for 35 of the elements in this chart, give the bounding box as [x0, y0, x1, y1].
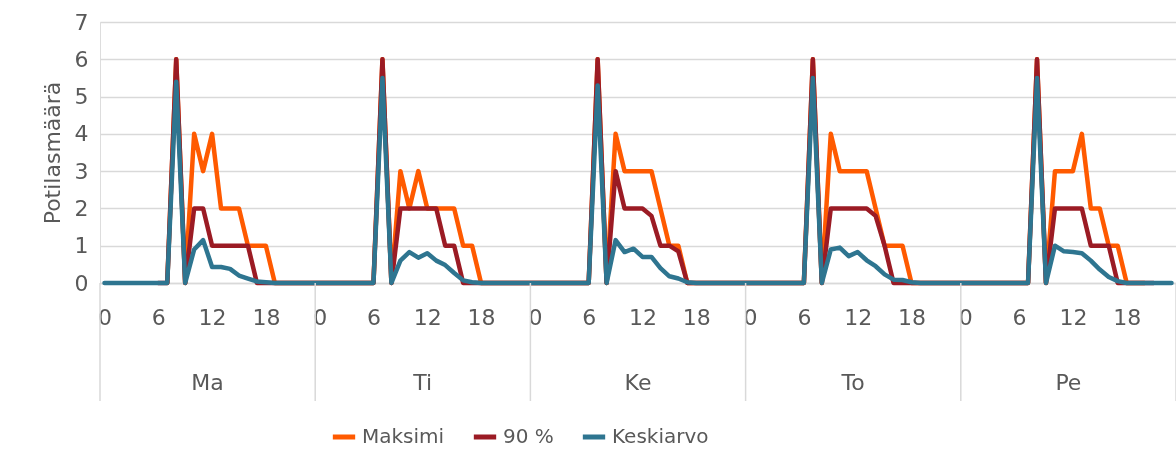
y-axis-title: Potilasmäärä	[39, 81, 65, 225]
x-tick-label: 0	[97, 304, 112, 330]
y-tick-label: 0	[74, 270, 89, 296]
x-tick-label: 0	[313, 304, 328, 330]
x-tick-label: 18	[467, 304, 496, 330]
x-tick-label: 6	[1012, 304, 1027, 330]
y-tick-label: 5	[74, 84, 89, 110]
x-tick-label: 12	[1059, 304, 1088, 330]
legend-label: Maksimi	[362, 424, 445, 448]
x-tick-label: 6	[582, 304, 597, 330]
y-tick-label: 4	[74, 121, 89, 147]
legend-label: Keskiarvo	[612, 424, 709, 448]
text: To	[840, 370, 865, 395]
x-tick-label: 6	[151, 304, 166, 330]
y-tick-label: 6	[74, 46, 89, 72]
text: Ti	[412, 370, 433, 395]
y-tick-label: 2	[74, 195, 89, 221]
x-tick-label: 12	[844, 304, 873, 330]
x-tick-label: 12	[628, 304, 657, 330]
y-tick-label: 1	[74, 233, 89, 259]
text: Pe	[1055, 370, 1082, 395]
x-tick-label: 18	[897, 304, 926, 330]
x-tick-label: 18	[682, 304, 711, 330]
x-tick-label: 18	[1113, 304, 1142, 330]
x-tick-label: 6	[366, 304, 381, 330]
y-tick-label: 7	[74, 9, 89, 35]
x-tick-label: 0	[958, 304, 973, 330]
legend-label: 90 %	[503, 424, 554, 448]
text: Ke	[624, 370, 652, 395]
x-tick-label: 12	[413, 304, 442, 330]
x-tick-label: 18	[252, 304, 281, 330]
text: Ma	[191, 370, 224, 395]
x-tick-label: 6	[797, 304, 812, 330]
x-tick-label: 12	[198, 304, 227, 330]
y-tick-label: 3	[74, 158, 89, 184]
